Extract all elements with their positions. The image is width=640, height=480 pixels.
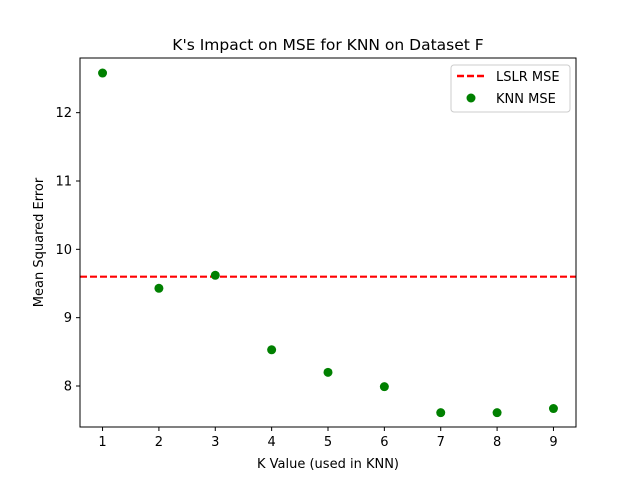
knn-mse-point xyxy=(436,408,446,418)
legend-label-knn: KNN MSE xyxy=(496,92,556,107)
knn-mse-point xyxy=(379,382,389,392)
x-tick-label: 3 xyxy=(211,435,219,450)
x-tick-label: 8 xyxy=(493,435,501,450)
y-tick-label: 10 xyxy=(55,243,72,258)
x-tick-label: 2 xyxy=(155,435,163,450)
knn-mse-point xyxy=(210,270,220,280)
data-marks xyxy=(80,68,576,418)
legend-swatch-knn xyxy=(466,93,476,103)
legend: LSLR MSE KNN MSE xyxy=(450,64,571,113)
x-tick-label: 6 xyxy=(380,435,388,450)
knn-mse-point xyxy=(267,345,277,355)
y-tick-label: 8 xyxy=(64,380,72,395)
y-tick-label: 11 xyxy=(55,175,72,190)
chart-title: K's Impact on MSE for KNN on Dataset F xyxy=(172,36,484,54)
x-tick-label: 9 xyxy=(549,435,557,450)
x-tick-label: 1 xyxy=(98,435,106,450)
y-axis-ticks: 8 9 10 11 12 xyxy=(55,106,80,395)
y-tick-label: 9 xyxy=(64,311,72,326)
y-axis-label: Mean Squared Error xyxy=(32,177,47,307)
knn-mse-point xyxy=(154,283,164,293)
y-tick-label: 12 xyxy=(55,106,72,121)
x-axis-label: K Value (used in KNN) xyxy=(257,457,399,472)
legend-label-lslr: LSLR MSE xyxy=(496,70,560,85)
x-tick-label: 5 xyxy=(324,435,332,450)
x-tick-label: 4 xyxy=(267,435,275,450)
knn-mse-point xyxy=(98,68,108,78)
knn-mse-point xyxy=(492,408,502,418)
x-axis-ticks: 1 2 3 4 5 6 7 8 9 xyxy=(98,427,558,450)
knn-mse-point xyxy=(548,404,558,414)
knn-mse-point xyxy=(323,367,333,377)
x-tick-label: 7 xyxy=(437,435,445,450)
